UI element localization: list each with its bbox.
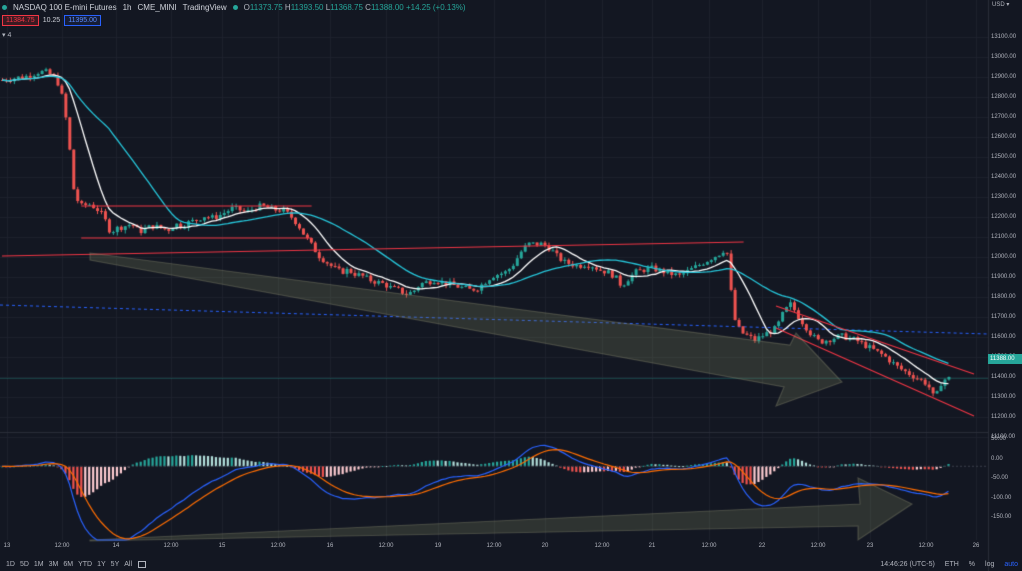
price-tick-label: 12600.00 <box>991 134 1017 140</box>
symbol-name[interactable]: NASDAQ 100 E-mini Futures <box>13 2 117 12</box>
price-tick-label: 12500.00 <box>991 154 1017 160</box>
range-button-1d[interactable]: 1D <box>6 561 15 568</box>
price-tick-label: 12000.00 <box>991 254 1017 260</box>
price-tick-label: 12800.00 <box>991 94 1017 100</box>
time-tick-label: 12:00 <box>594 543 610 549</box>
time-tick-label: 21 <box>648 543 656 549</box>
macd-tick-label: -50.00 <box>991 475 1009 481</box>
range-button-1y[interactable]: 1Y <box>97 561 106 568</box>
time-axis[interactable]: 13 12:00 14 12:00 15 12:00 16 12:00 19 12:00 20 12:… <box>0 540 988 554</box>
price-axis[interactable]: USD ▾ 13100.00 13000.00 12900.00 12800.00 12… <box>988 0 1022 571</box>
current-price-label: 11388.00 <box>988 354 1022 364</box>
time-tick-label: 12:00 <box>54 543 70 549</box>
range-button-all[interactable]: All <box>124 561 133 568</box>
currency-label[interactable]: USD ▾ <box>992 2 1010 8</box>
price-tick-label: 13100.00 <box>991 34 1017 40</box>
time-tick-label: 12:00 <box>701 543 717 549</box>
time-tick-label: 16 <box>326 543 334 549</box>
auto-toggle[interactable]: auto <box>1004 561 1018 568</box>
buy-price-button[interactable]: 11395.00 <box>64 15 101 26</box>
time-tick-label: 15 <box>218 543 226 549</box>
price-tick-label: 12100.00 <box>991 234 1017 240</box>
trade-buttons: 11384.75 10.25 11395.00 <box>2 15 101 26</box>
sell-price-button[interactable]: 11384.75 <box>2 15 39 26</box>
time-tick-label: 22 <box>758 543 766 549</box>
time-tick-label: 12:00 <box>486 543 502 549</box>
indicators-toggle[interactable]: ▾ 4 <box>2 32 12 39</box>
time-tick-label: 12:00 <box>378 543 394 549</box>
live-status-icon <box>232 4 238 10</box>
spread-value: 10.25 <box>42 17 61 24</box>
range-button-1m[interactable]: 1M <box>33 561 44 568</box>
price-tick-label: 11400.00 <box>991 374 1016 380</box>
price-tick-label: 13000.00 <box>991 54 1017 60</box>
price-change: +14.25 (+0.13%) <box>405 2 466 12</box>
range-button-3m[interactable]: 3M <box>48 561 59 568</box>
time-tick-label: 20 <box>541 543 549 549</box>
price-tick-label: 11300.00 <box>991 394 1016 400</box>
range-button-ytd[interactable]: YTD <box>78 561 93 568</box>
source-label: TradingView <box>182 2 227 12</box>
time-tick-label: 26 <box>972 543 980 549</box>
time-tick-label: 23 <box>866 543 874 549</box>
range-button-5y[interactable]: 5Y <box>110 561 120 568</box>
percent-toggle[interactable]: % <box>968 561 976 568</box>
macd-tick-label: 0.00 <box>991 455 1003 462</box>
log-toggle[interactable]: log <box>985 561 995 568</box>
time-tick-label: 12:00 <box>918 543 934 549</box>
price-tick-label: 12400.00 <box>991 174 1017 180</box>
macd-tick-label: -150.00 <box>991 514 1012 520</box>
price-tick-label: 12300.00 <box>991 194 1017 200</box>
market-status-icon <box>2 4 7 10</box>
exchange-label: CME_MINI <box>137 2 177 12</box>
bottom-toolbar: 1D 5D 1M 3M 6M YTD 1Y 5Y All 14:46:26 (UTC-5) ET… <box>0 558 1022 571</box>
price-tick-label: 11900.00 <box>991 274 1016 280</box>
price-tick-label: 12700.00 <box>991 114 1017 120</box>
range-button-5d[interactable]: 5D <box>19 561 29 568</box>
macd-tick-label: 50.00 <box>991 436 1007 442</box>
time-tick-label: 19 <box>434 543 442 549</box>
price-tick-label: 11700.00 <box>991 314 1016 320</box>
calendar-icon[interactable] <box>138 561 147 568</box>
price-tick-label: 12900.00 <box>991 74 1017 80</box>
time-tick-label: 12:00 <box>810 543 826 549</box>
clock-time[interactable]: 14:46:26 (UTC-5) <box>880 561 935 568</box>
price-tick-label: 11800.00 <box>991 294 1016 300</box>
session-toggle[interactable]: ETH <box>944 561 959 568</box>
time-tick-label: 12:00 <box>163 543 179 549</box>
price-tick-label: 11200.00 <box>991 414 1016 420</box>
macd-tick-label: -100.00 <box>991 494 1012 501</box>
symbol-header: NASDAQ 100 E-mini Futures 1h CME_MINI Tr… <box>0 0 466 14</box>
time-tick-label: 14 <box>112 543 120 549</box>
interval-label[interactable]: 1h <box>122 2 132 12</box>
price-tick-label: 12200.00 <box>991 214 1017 220</box>
ohlc-values: O11373.75 H11393.50 L11368.75 C11388.00 … <box>243 2 466 12</box>
price-tick-label: 11600.00 <box>991 334 1016 340</box>
time-tick-label: 13 <box>3 543 11 549</box>
price-tick-label: 11100.00 <box>991 434 1016 440</box>
time-tick-label: 12:00 <box>270 543 286 549</box>
range-button-6m[interactable]: 6M <box>63 561 74 568</box>
